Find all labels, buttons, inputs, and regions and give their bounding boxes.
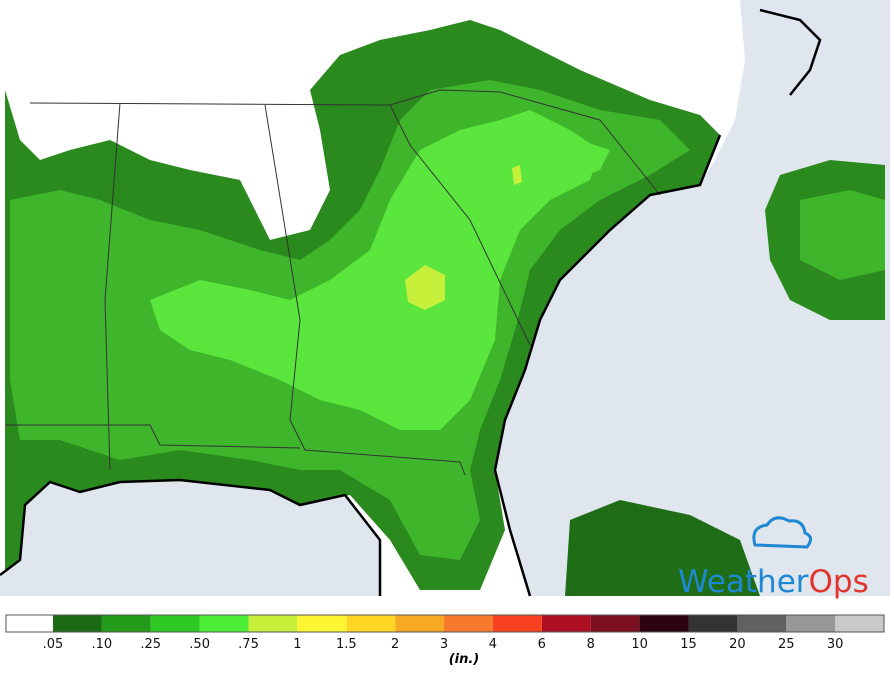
rain-yellow [512,165,522,185]
legend-label: 25 [778,637,795,652]
logo-weather: Weather [678,564,809,600]
legend-label: 20 [729,637,746,652]
legend-swatch [395,615,445,632]
legend: 30 25 20 15 10 8 6 4 3 2 1.5 1 .75 .50 .25 .10 .05 (in.) [5,614,885,667]
legend-swatch [6,615,53,632]
legend-label: 15 [680,637,697,652]
legend-label: 1 [293,637,301,652]
legend-swatch [150,615,200,632]
legend-swatch [590,615,640,632]
state-lines [5,89,661,476]
logo-text: WeatherOps [678,564,869,600]
legend-label: 6 [538,637,546,652]
coastline [0,8,822,597]
legend-swatch [492,615,542,632]
legend-label: 2 [391,637,399,652]
legend-swatch [101,615,151,632]
legend-label: .10 [92,637,113,652]
legend-swatch [53,615,102,632]
legend-swatch [688,615,738,632]
legend-label: .75 [238,637,259,652]
logo: WeatherOps [678,516,869,600]
legend-swatch [835,615,884,632]
legend-swatch [199,615,249,632]
legend-unit: (in.) [449,652,480,667]
legend-swatch [737,615,787,632]
legend-swatch [297,615,347,632]
map [0,0,890,597]
legend-label: 8 [587,637,595,652]
legend-swatch [639,615,689,632]
legend-swatch [444,615,493,632]
rain-yellow [405,265,445,310]
legend-label: .50 [189,637,210,652]
legend-frame [5,614,885,633]
legend-swatch [786,615,836,632]
legend-swatch [541,615,591,632]
rain-offshore [565,500,760,596]
logo-ops: Ops [809,564,869,600]
legend-swatch [248,615,298,632]
legend-label: .05 [43,637,64,652]
legend-label: 4 [489,637,497,652]
legend-label: 3 [440,637,448,652]
legend-label: .25 [140,637,161,652]
legend-label: 1.5 [336,637,357,652]
legend-swatch [346,615,396,632]
legend-label: 10 [631,637,648,652]
legend-label: 30 [827,637,844,652]
logo-cloud [752,516,812,549]
rain-offshore [800,190,885,280]
